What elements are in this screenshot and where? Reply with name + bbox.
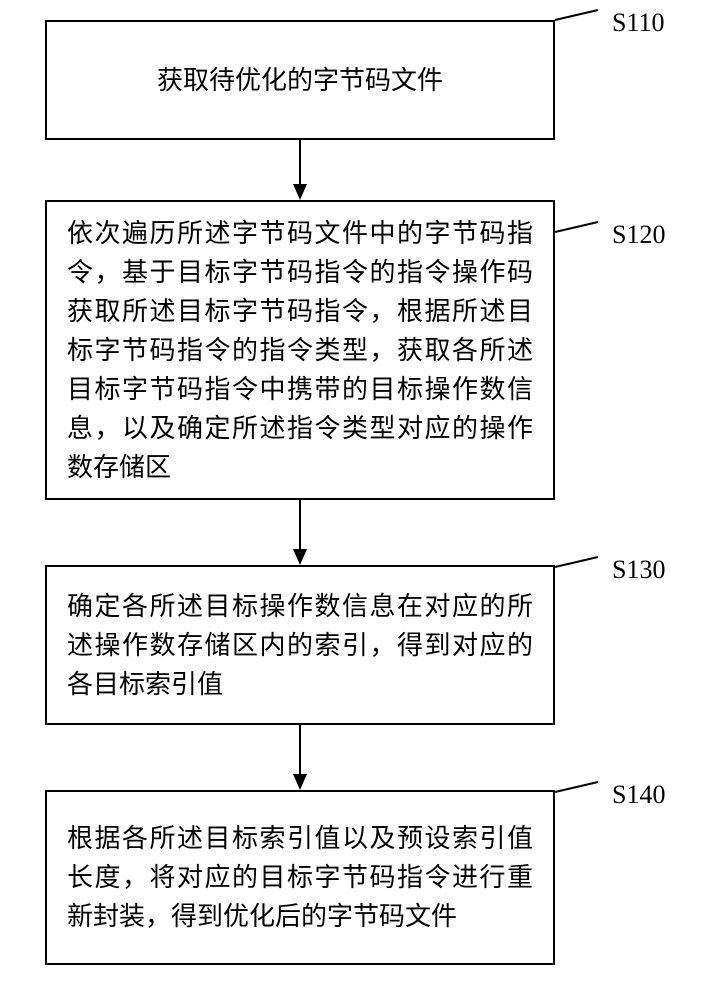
step-box-4: 根据各所述目标索引值以及预设索引值长度，将对应的目标字节码指令进行重新封装，得到… — [45, 790, 555, 965]
step-box-2: 依次遍历所述字节码文件中的字节码指令，基于目标字节码指令的指令操作码获取所述目标… — [45, 200, 555, 500]
step-box-1: 获取待优化的字节码文件 — [45, 20, 555, 140]
step-label-4: S140 — [612, 780, 665, 810]
flowchart-canvas: 获取待优化的字节码文件 S110 依次遍历所述字节码文件中的字节码指令，基于目标… — [0, 0, 726, 1000]
step-label-1: S110 — [612, 8, 665, 38]
step-text-1: 获取待优化的字节码文件 — [157, 61, 443, 100]
step-box-3: 确定各所述目标操作数信息在对应的所述操作数存储区内的索引，得到对应的各目标索引值 — [45, 565, 555, 725]
step-text-2: 依次遍历所述字节码文件中的字节码指令，基于目标字节码指令的指令操作码获取所述目标… — [67, 214, 533, 487]
step-label-2: S120 — [612, 220, 665, 250]
step-label-3: S130 — [612, 555, 665, 585]
step-text-3: 确定各所述目标操作数信息在对应的所述操作数存储区内的索引，得到对应的各目标索引值 — [67, 587, 533, 704]
step-text-4: 根据各所述目标索引值以及预设索引值长度，将对应的目标字节码指令进行重新封装，得到… — [67, 819, 533, 936]
